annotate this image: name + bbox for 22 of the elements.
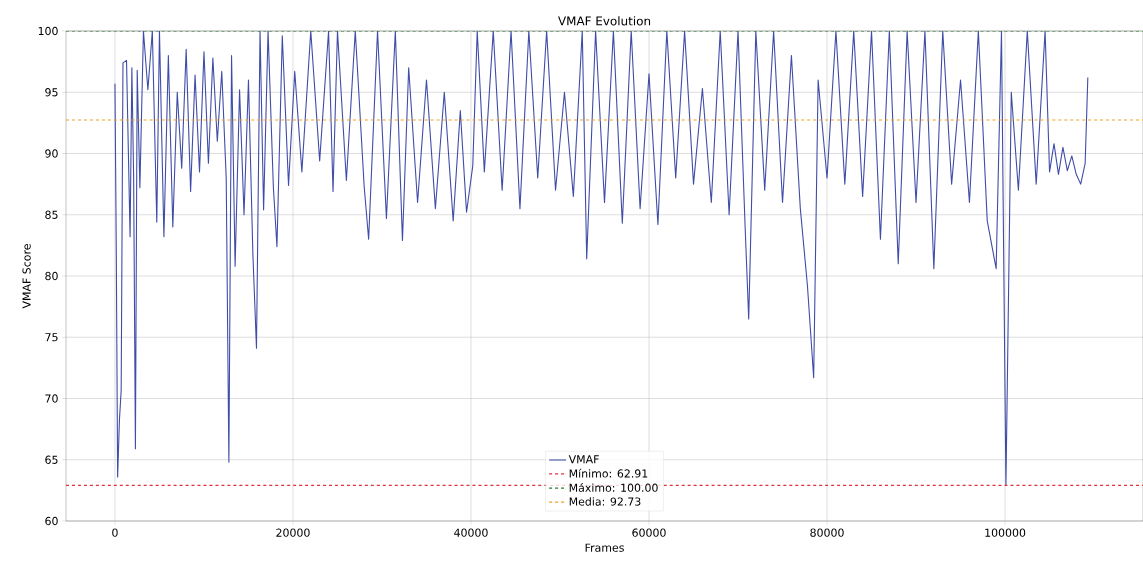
x-axis-title: Frames [585, 543, 624, 552]
legend-label: Máximo: 100.00 [569, 482, 658, 492]
x-tick-label: 0 [112, 528, 118, 537]
y-tick-label: 65 [45, 455, 58, 464]
y-tick-label: 90 [45, 149, 58, 158]
x-tick-label: 80000 [810, 528, 844, 537]
x-tick-label: 20000 [276, 528, 310, 537]
y-tick-label: 80 [45, 271, 58, 281]
y-tick-label: 95 [45, 88, 58, 97]
y-axis-title: VMAF Score [22, 244, 31, 309]
legend-label: VMAF [568, 455, 599, 464]
x-tick-label: 60000 [632, 528, 666, 537]
y-tick-label: 60 [45, 516, 58, 526]
y-tick-label: 100 [38, 26, 58, 36]
chart-title: VMAF Evolution [558, 16, 651, 26]
legend-label: Media: 92.73 [569, 497, 641, 506]
x-tick-label: 100000 [985, 528, 1026, 537]
y-tick-label: 75 [45, 333, 58, 342]
x-tick-label: 40000 [454, 528, 488, 537]
legend-label: Mínimo: 62.91 [569, 468, 648, 478]
y-tick-label: 85 [45, 210, 58, 219]
y-tick-label: 70 [45, 394, 58, 403]
